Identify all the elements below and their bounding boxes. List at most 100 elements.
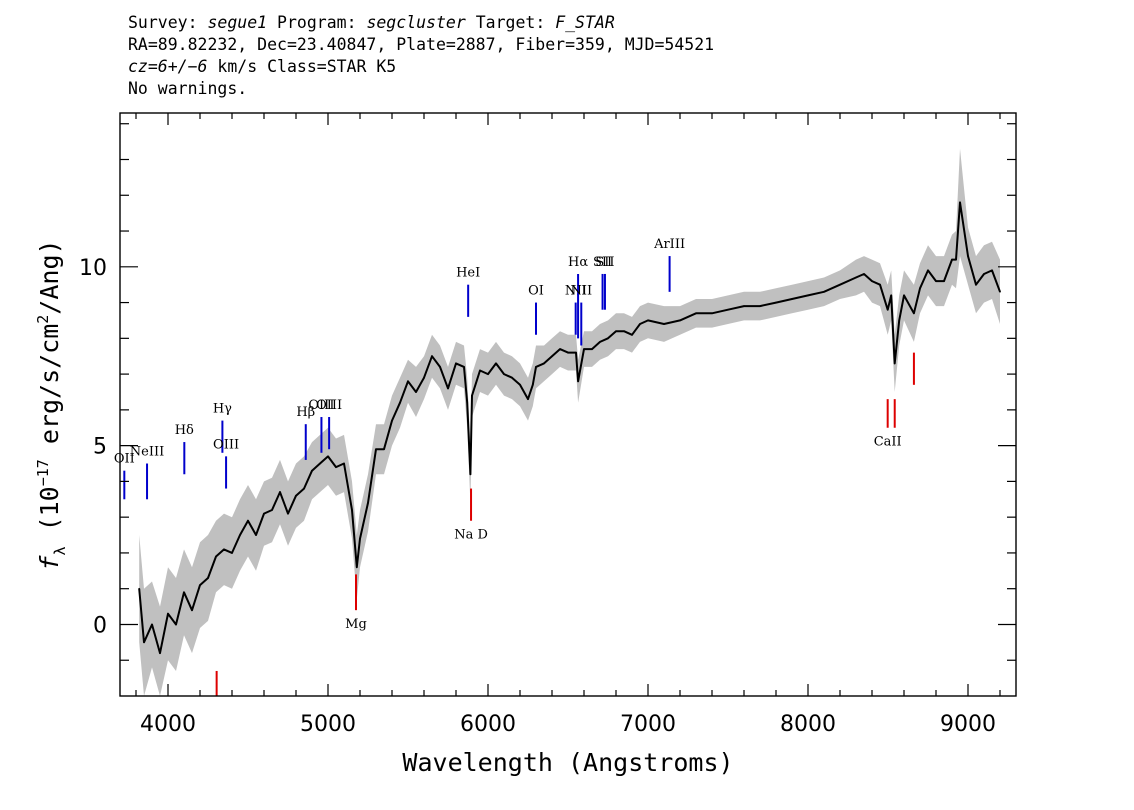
y-tick-label: 5 xyxy=(93,435,107,460)
flux-point xyxy=(223,548,225,551)
flux-point xyxy=(639,323,641,325)
flux-point xyxy=(607,337,609,340)
flux-point xyxy=(367,502,369,504)
flux-point xyxy=(893,362,896,365)
flux-point xyxy=(447,387,449,390)
flux-point xyxy=(527,398,529,400)
spectrum-header: Survey: segue1 Program: segcluster Targe… xyxy=(128,12,714,100)
program-label: Program: xyxy=(267,13,367,32)
flux-point xyxy=(583,348,585,350)
flux-point xyxy=(487,373,489,375)
flux-point xyxy=(495,362,497,365)
x-tick-label: 9000 xyxy=(940,712,996,737)
emission-line-label: Hβ xyxy=(296,405,315,420)
flux-point xyxy=(647,319,649,322)
emission-line-label: OII xyxy=(114,452,135,467)
emission-line-label: HeI xyxy=(456,266,480,281)
y-tick-label: 10 xyxy=(79,256,107,281)
x-tick-label: 8000 xyxy=(780,712,836,737)
flux-point xyxy=(855,276,857,279)
flux-point xyxy=(559,348,561,350)
flux-point xyxy=(327,455,329,458)
flux-point xyxy=(823,291,825,293)
absorption-line-label: Na D xyxy=(454,528,488,543)
flux-point xyxy=(577,380,579,383)
flux-point xyxy=(143,641,145,644)
flux-point xyxy=(575,351,577,354)
flux-point xyxy=(191,609,193,611)
flux-point xyxy=(383,448,385,451)
flux-point xyxy=(175,623,177,626)
coordinates-line: RA=89.82232, Dec=23.40847, Plate=2887, F… xyxy=(128,35,715,54)
flux-point xyxy=(599,341,601,343)
flux-point xyxy=(807,294,809,297)
flux-point xyxy=(519,384,521,386)
flux-point xyxy=(391,419,393,422)
flux-point xyxy=(591,348,593,350)
flux-point xyxy=(791,298,793,300)
tick-label-layer: 4000 5000 6000 7000 8000 9000 0 5 10 xyxy=(79,256,996,737)
redshift-class-line: cz=6+/−6 km/s Class=STAR K5 xyxy=(128,56,714,78)
flux-point xyxy=(247,519,249,522)
flux-point xyxy=(159,652,161,654)
flux-point xyxy=(927,269,929,272)
program-value: segcluster xyxy=(366,13,466,32)
flux-point xyxy=(263,512,265,515)
flux-point xyxy=(479,369,481,372)
flux-point xyxy=(351,509,353,511)
flux-point xyxy=(975,283,977,286)
tick-layer xyxy=(120,113,1016,696)
flux-point xyxy=(375,448,377,451)
emission-line-label: OI xyxy=(528,284,544,299)
flux-point xyxy=(919,287,921,290)
flux-point xyxy=(543,362,545,365)
flux-point xyxy=(913,312,915,315)
x-tick-label: 6000 xyxy=(460,712,516,737)
flux-point xyxy=(215,555,217,558)
flux-point xyxy=(199,584,201,586)
flux-point xyxy=(471,394,473,397)
error-band-layer xyxy=(139,148,1000,697)
flux-point xyxy=(727,308,729,311)
flux-point xyxy=(239,534,241,536)
class-value: km/s Class=STAR K5 xyxy=(207,57,397,76)
flux-point xyxy=(295,494,297,497)
flux-point xyxy=(271,509,273,511)
flux-point xyxy=(935,280,937,282)
absorption-line-label: CaII xyxy=(874,435,902,450)
x-tick-label: 7000 xyxy=(620,712,676,737)
emission-line-label: OIII xyxy=(316,398,342,413)
flux-point xyxy=(679,319,681,322)
flux-point xyxy=(439,366,441,368)
flux-point xyxy=(455,362,457,365)
flux-point xyxy=(303,487,305,490)
flux-point xyxy=(463,366,465,368)
emission-line-label: Hγ xyxy=(213,402,232,417)
flux-point xyxy=(356,566,358,568)
flux-point xyxy=(535,366,537,368)
flux-point xyxy=(615,330,617,333)
target-label: Target: xyxy=(465,13,556,32)
flux-point xyxy=(898,319,900,322)
flux-point xyxy=(695,312,697,315)
flux-point xyxy=(879,283,881,286)
flux-point xyxy=(631,334,633,336)
target-value: F_STAR xyxy=(555,13,615,32)
flux-point xyxy=(343,462,345,465)
plot-frame xyxy=(119,112,1017,697)
emission-line-label: Hα xyxy=(568,255,588,270)
flux-point xyxy=(511,376,513,379)
emission-line-label: SII xyxy=(593,255,612,270)
flux-point xyxy=(663,323,665,325)
flux-point xyxy=(287,512,289,515)
flux-point xyxy=(711,312,713,315)
flux-point xyxy=(759,305,761,307)
flux-point xyxy=(415,391,417,393)
flux-point xyxy=(839,283,841,286)
flux-point xyxy=(255,534,257,536)
flux-point xyxy=(951,258,953,261)
emission-line-label: Hδ xyxy=(175,423,194,438)
y-tick-label: 0 xyxy=(93,613,107,638)
survey-value: segue1 xyxy=(207,13,268,32)
